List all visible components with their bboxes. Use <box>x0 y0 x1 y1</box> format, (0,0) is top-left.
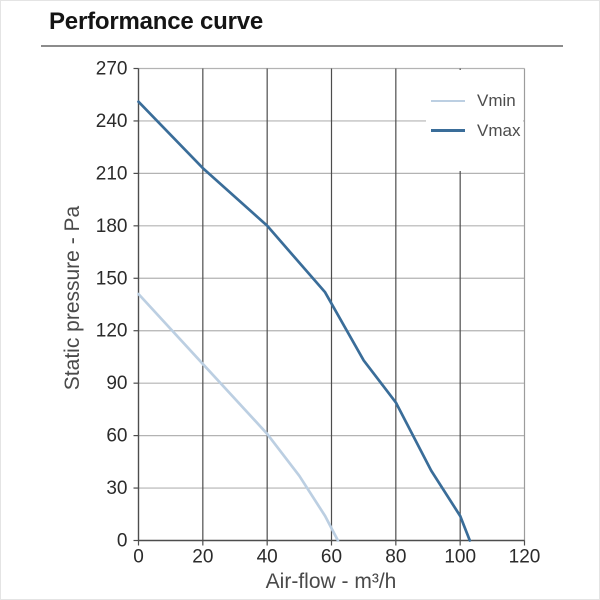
page-title: Performance curve <box>49 8 264 35</box>
legend-label-vmin: Vmin <box>477 90 516 110</box>
y-tick-label: 90 <box>106 373 127 394</box>
series-line-vmax <box>137 100 472 542</box>
series-line-vmin <box>137 292 340 542</box>
legend-label-vmax: Vmax <box>477 120 521 140</box>
vmin-line-swatch <box>431 99 465 102</box>
y-tick-label: 180 <box>96 216 128 237</box>
legend-item-vmin: Vmin <box>431 90 523 111</box>
y-tick-label: 270 <box>96 59 128 80</box>
x-tick-label: 40 <box>257 547 278 568</box>
y-tick-label: 60 <box>106 426 127 447</box>
y-tick-label: 120 <box>96 321 128 342</box>
x-tick-label: 60 <box>321 547 342 568</box>
x-tick-label: 0 <box>133 547 144 568</box>
y-axis-label: Static pressure - Pa <box>61 205 84 391</box>
x-tick-label: 120 <box>509 547 541 568</box>
y-tick-label: 30 <box>106 478 127 499</box>
x-tick-label: 20 <box>192 547 213 568</box>
x-tick-label: 100 <box>444 547 476 568</box>
x-axis-label: Air-flow - m³/h <box>265 570 397 593</box>
x-tick-label: 80 <box>385 547 406 568</box>
vmax-line-swatch <box>431 129 465 132</box>
legend: Vmin Vmax <box>426 70 523 171</box>
y-tick-label: 210 <box>96 163 128 184</box>
legend-item-vmax: Vmax <box>431 120 523 141</box>
y-tick-label: 150 <box>96 268 128 289</box>
y-tick-label: 0 <box>117 531 128 552</box>
title-rule <box>41 45 563 47</box>
y-tick-label: 240 <box>96 111 128 132</box>
